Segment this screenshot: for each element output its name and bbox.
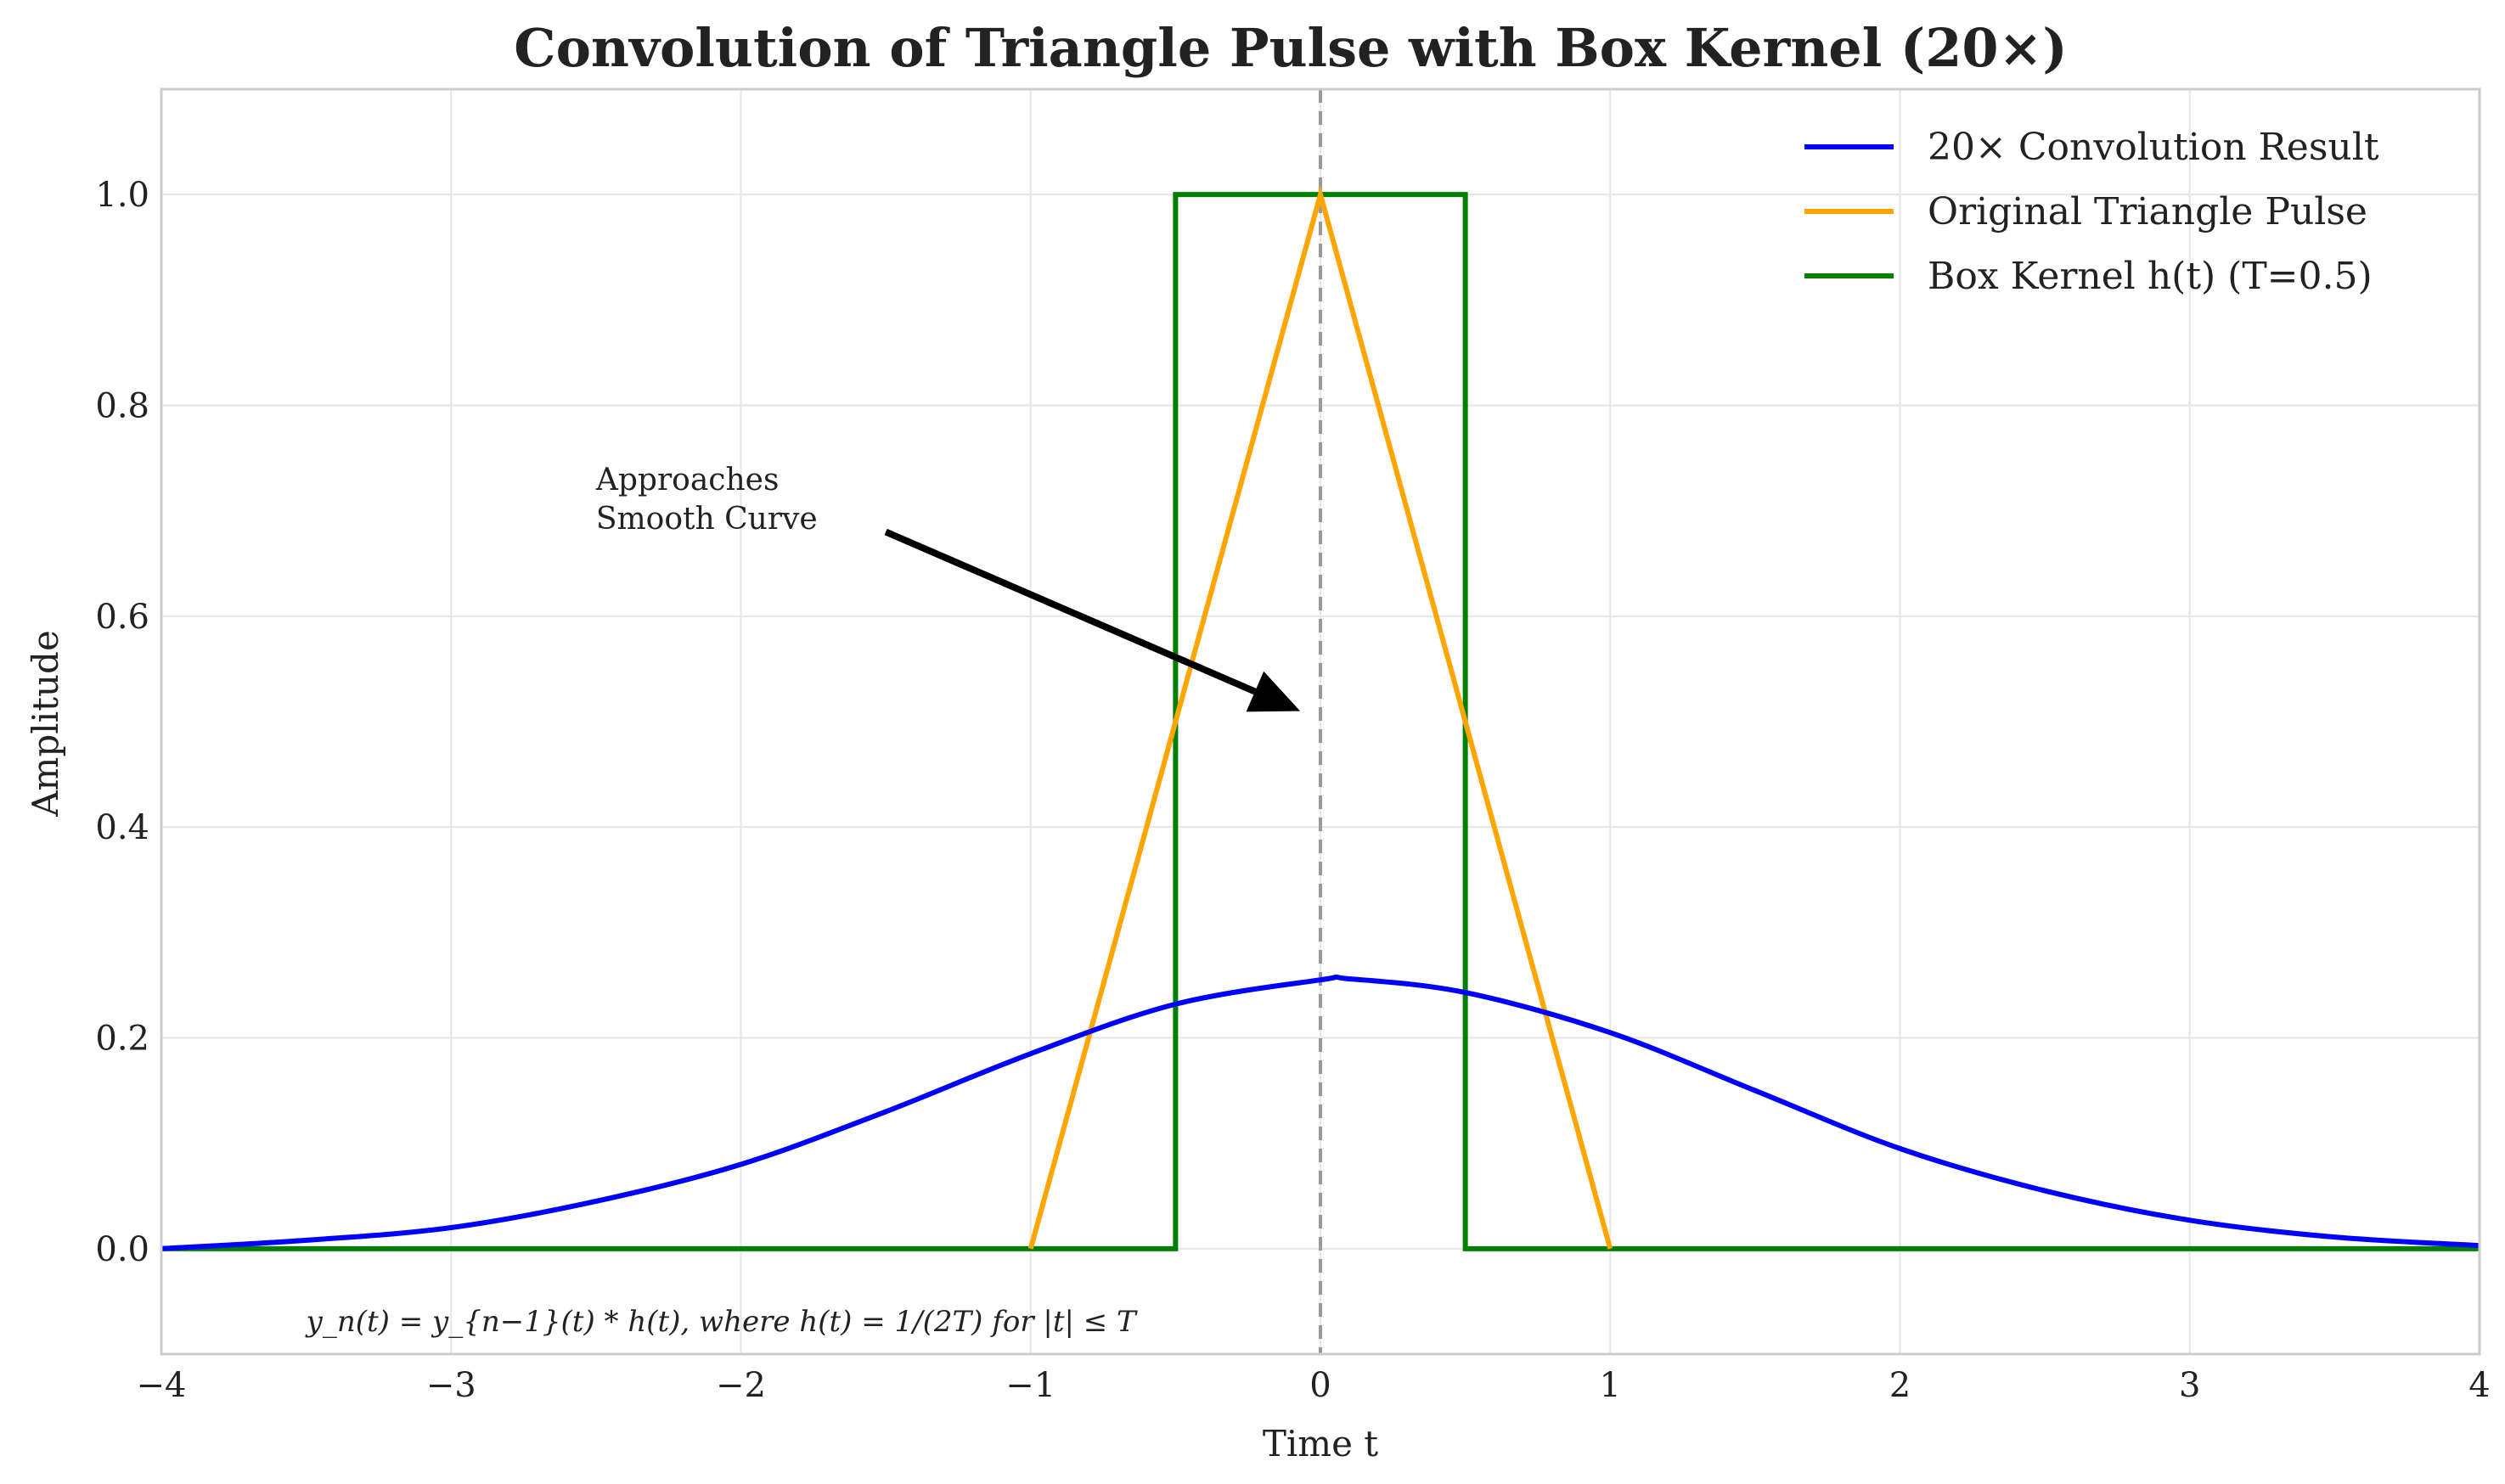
x-tick-label: −1 xyxy=(1005,1366,1055,1405)
annotation-text: Smooth Curve xyxy=(596,502,818,537)
y-tick-label: 0.2 xyxy=(95,1020,149,1059)
annotation-arrow-head xyxy=(1246,671,1301,712)
legend: 20× Convolution Result Original Triangle … xyxy=(1804,126,2379,298)
x-tick-label: −2 xyxy=(716,1366,766,1405)
x-tick-label: 1 xyxy=(1600,1366,1621,1405)
y-tick-label: 0.0 xyxy=(95,1230,149,1269)
legend-label: 20× Convolution Result xyxy=(1928,126,2379,169)
y-tick-label: 0.4 xyxy=(95,808,149,847)
x-tick-label: 2 xyxy=(1889,1366,1911,1405)
series-line-convolution xyxy=(160,974,2480,1251)
x-tick-label: 3 xyxy=(2179,1366,2200,1405)
y-axis-label: Amplitude xyxy=(25,630,66,818)
x-axis-label: Time t xyxy=(1263,1423,1378,1464)
series-line-triangle xyxy=(1027,184,1613,1250)
annotation: Approaches Smooth Curve xyxy=(595,463,1301,712)
x-tick-label: 4 xyxy=(2468,1366,2490,1405)
y-tick-label: 0.8 xyxy=(95,387,149,426)
legend-label: Box Kernel h(t) (T=0.5) xyxy=(1928,255,2373,298)
x-tick-label: −4 xyxy=(137,1366,187,1405)
formula-text: y_n(t) = y_{n−1}(t) * h(t), where h(t) =… xyxy=(305,1305,1138,1339)
x-tick-label: −3 xyxy=(426,1366,476,1405)
x-tick-label: 0 xyxy=(1309,1366,1331,1405)
formula: y_n(t) = y_{n−1}(t) * h(t), where h(t) =… xyxy=(305,1305,1138,1339)
plot-border xyxy=(160,87,2481,1356)
annotation-text: Approaches xyxy=(595,463,780,497)
tick-labels: −4 −3 −2 −1 0 1 2 3 4 0.0 0.2 0.4 0.6 0.8 1.0 xyxy=(95,176,2490,1405)
chart-title: Convolution of Triangle Pulse with Box K… xyxy=(514,17,2068,79)
plot-frame xyxy=(160,87,2481,1356)
legend-label: Original Triangle Pulse xyxy=(1928,190,2367,233)
y-tick-label: 1.0 xyxy=(95,176,149,215)
annotation-arrow-shaft xyxy=(884,528,1257,695)
y-tick-label: 0.6 xyxy=(95,598,149,637)
series-group xyxy=(160,184,2480,1251)
